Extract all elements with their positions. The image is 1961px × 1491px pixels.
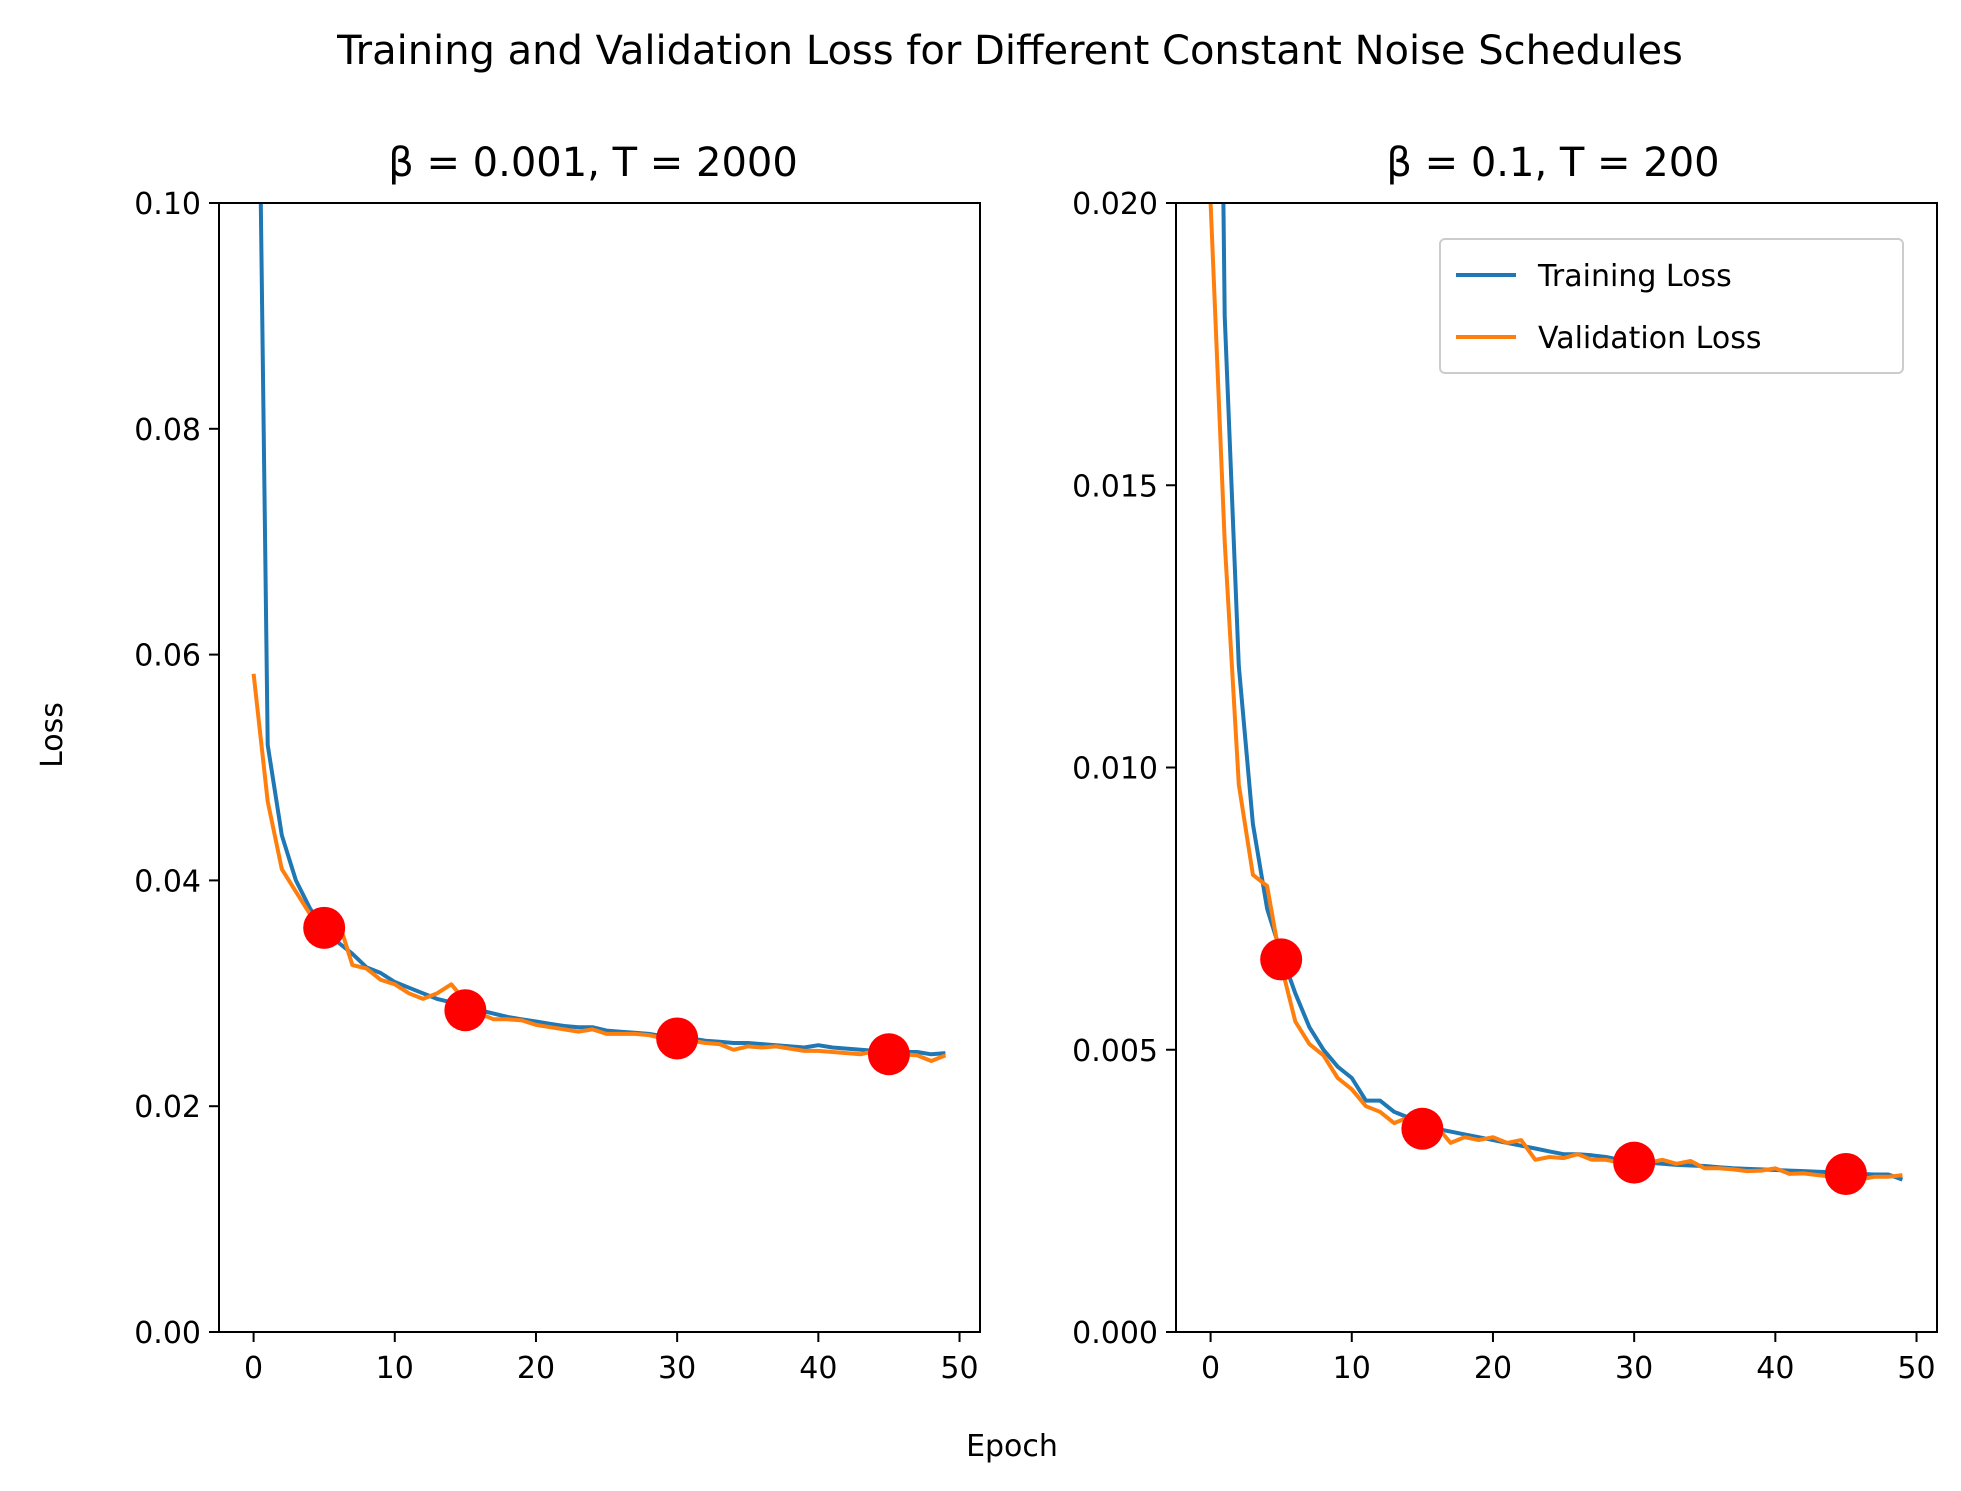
left-plot-area: 0 10 20 30 40 50 0.00 0.02 0.04 0.06 0.08 0.10 bbox=[134, 187, 981, 1386]
highlight-marker bbox=[1260, 938, 1303, 981]
left-subplot-title: β = 0.001, T = 2000 bbox=[388, 140, 798, 186]
x-tick-label: 30 bbox=[1615, 1351, 1653, 1386]
highlight-marker bbox=[656, 1017, 699, 1060]
validation-loss-line bbox=[251, 673, 947, 1063]
x-tick-label: 50 bbox=[940, 1351, 978, 1386]
highlight-marker bbox=[1824, 1152, 1867, 1195]
left-subplot: β = 0.001, T = 2000 0 10 20 30 40 500.000.020… bbox=[134, 140, 981, 1386]
highlight-marker bbox=[1401, 1107, 1444, 1150]
legend-label: Training Loss bbox=[1537, 259, 1732, 294]
legend-box bbox=[1439, 238, 1904, 374]
data-layer bbox=[1208, 203, 1904, 1195]
y-tick-label: 0.08 bbox=[134, 413, 201, 448]
figure-xlabel: Epoch bbox=[966, 1429, 1058, 1464]
y-tick-label: 0.000 bbox=[1072, 1316, 1158, 1351]
y-tick-label: 0.04 bbox=[134, 864, 201, 899]
y-tick-label: 0.015 bbox=[1072, 469, 1158, 504]
x-tick-label: 10 bbox=[1333, 1351, 1371, 1386]
y-tick-label: 0.06 bbox=[134, 639, 201, 674]
x-tick-label: 40 bbox=[1756, 1351, 1794, 1386]
highlight-marker bbox=[1613, 1141, 1656, 1184]
x-tick-label: 20 bbox=[517, 1351, 555, 1386]
right-subplot-title: β = 0.1, T = 200 bbox=[1386, 140, 1719, 186]
highlight-marker bbox=[867, 1033, 910, 1076]
x-tick-label: 0 bbox=[1201, 1351, 1220, 1386]
y-tick-label: 0.010 bbox=[1072, 752, 1158, 787]
y-tick-label: 0.020 bbox=[1072, 187, 1158, 222]
figure-ylabel: Loss bbox=[35, 702, 70, 768]
axes-frame bbox=[218, 202, 981, 1333]
x-tick-label: 30 bbox=[658, 1351, 696, 1386]
legend-label: Validation Loss bbox=[1538, 321, 1761, 356]
y-tick-label: 0.02 bbox=[134, 1090, 201, 1125]
highlight-marker bbox=[444, 989, 487, 1032]
right-plot-area: 0 10 20 30 40 50 0.000 0.005 0.010 0.015 0.020 Trai… bbox=[1072, 187, 1938, 1386]
y-tick-label: 0.10 bbox=[134, 187, 201, 222]
y-tick-label: 0.00 bbox=[134, 1316, 201, 1351]
x-tick-label: 20 bbox=[1474, 1351, 1512, 1386]
validation-loss-line bbox=[1208, 203, 1903, 1182]
legend: Training Loss Validation Loss bbox=[1439, 238, 1904, 374]
data-layer bbox=[251, 203, 947, 1076]
x-tick-label: 0 bbox=[244, 1351, 263, 1386]
x-tick-label: 50 bbox=[1897, 1351, 1935, 1386]
training-loss-line bbox=[1221, 203, 1904, 1182]
x-tick-label: 40 bbox=[799, 1351, 837, 1386]
figure-suptitle: Training and Validation Loss for Differe… bbox=[336, 28, 1683, 74]
y-tick-label: 0.005 bbox=[1072, 1034, 1158, 1069]
right-subplot: β = 0.1, T = 200 0 10 20 30 40 50 0.000 0.005 0.… bbox=[1072, 140, 1938, 1386]
x-tick-label: 10 bbox=[376, 1351, 414, 1386]
highlight-marker bbox=[303, 906, 346, 949]
